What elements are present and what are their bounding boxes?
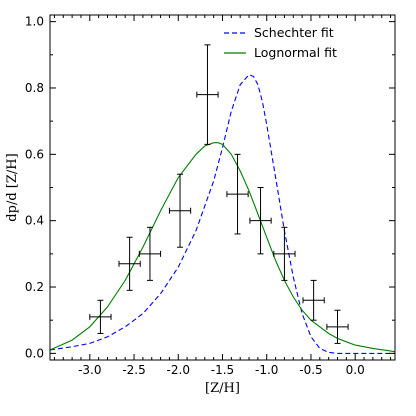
x-tick-label: -1.5 xyxy=(211,363,234,377)
x-tick-label: -1.0 xyxy=(255,363,278,377)
series-line-schechter xyxy=(50,74,395,354)
x-tick-label: 0.0 xyxy=(346,363,365,377)
data-point xyxy=(249,187,272,255)
x-tick-label: -2.5 xyxy=(122,363,145,377)
data-point xyxy=(226,153,249,235)
legend-label-schechter: Schechter fit xyxy=(254,25,334,40)
x-axis-label: [Z/H] xyxy=(205,381,240,396)
y-axis-label: dp/d [Z/H] xyxy=(5,153,20,221)
data-point xyxy=(89,299,112,334)
data-point xyxy=(302,279,325,321)
data-points xyxy=(89,44,349,344)
legend: Schechter fit Lognormal fit xyxy=(224,25,337,60)
plot-frame xyxy=(49,14,396,361)
y-tick-label: 0.6 xyxy=(25,147,44,161)
legend-label-lognormal: Lognormal fit xyxy=(254,45,337,60)
y-tick-label: 1.0 xyxy=(25,15,44,29)
fit-curves xyxy=(50,74,395,354)
data-point xyxy=(168,173,192,248)
x-tick-label: -0.5 xyxy=(299,363,322,377)
y-tick-label: 0.8 xyxy=(25,81,44,95)
data-point xyxy=(138,226,162,281)
data-point xyxy=(326,309,349,344)
axis-ticks: -3.0 -2.5 -2.0 -1.5 -1.0 -0.5 0.0 0.0 0.2 0.4 0.6 0… xyxy=(25,15,395,377)
series-line-lognormal xyxy=(50,142,395,353)
y-tick-label: 0.2 xyxy=(25,280,44,294)
x-tick-label: -2.0 xyxy=(167,363,190,377)
data-point xyxy=(273,226,296,281)
data-point xyxy=(118,236,141,291)
x-tick-label: -3.0 xyxy=(78,363,101,377)
y-tick-label: 0.4 xyxy=(25,214,44,228)
data-point xyxy=(196,44,219,145)
y-tick-label: 0.0 xyxy=(25,346,44,360)
